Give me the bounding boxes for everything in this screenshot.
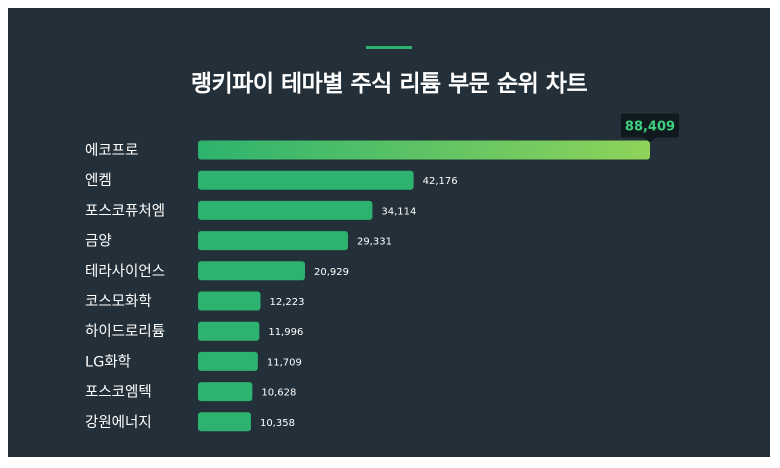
bar (198, 170, 414, 190)
category-label: 포스코퓨처엠 (85, 202, 165, 219)
bar-chart: 에코프로 88,409 엔켐 42,176 포스코퓨처엠 34,114 금양 29,331 테라… (85, 113, 679, 432)
title-accent-line (366, 46, 412, 49)
category-label: 포스코엠텍 (85, 384, 152, 401)
bars-layer: 에코프로 88,409 엔켐 42,176 포스코퓨처엠 34,114 금양 29,331 테라… (85, 113, 679, 432)
category-label: 에코프로 (85, 142, 138, 159)
value-label: 11,709 (267, 357, 302, 368)
value-label: 10,358 (260, 418, 295, 429)
category-label: 코스모화학 (85, 293, 152, 310)
category-label: 하이드로리튬 (85, 323, 165, 340)
category-label: 엔켐 (85, 172, 112, 189)
category-label: 테라사이언스 (85, 263, 165, 280)
chart-title: 랭키파이 테마별 주식 리튬 부문 순위 차트 (190, 71, 588, 97)
value-label: 10,628 (261, 388, 296, 399)
chart-frame: 랭키파이 테마별 주식 리튬 부문 순위 차트 에코프로 88,409 엔켐 42,1… (8, 8, 770, 457)
bar (198, 382, 253, 402)
bar (198, 351, 258, 371)
bar (198, 140, 650, 160)
bar (198, 261, 306, 281)
value-label: 29,331 (357, 237, 392, 248)
category-label: LG화학 (85, 353, 131, 370)
category-label: 강원에너지 (85, 414, 152, 431)
value-label: 34,114 (381, 206, 416, 217)
value-label: 42,176 (423, 176, 458, 187)
bar (198, 231, 348, 251)
bar (198, 321, 260, 341)
category-label: 금양 (85, 233, 112, 250)
bar (198, 200, 373, 220)
value-label: 12,223 (269, 297, 304, 308)
top-value-callout: 88,409 (621, 113, 679, 143)
value-label: 20,929 (314, 267, 349, 278)
bar (198, 291, 261, 311)
value-label: 11,996 (268, 327, 303, 338)
value-label: 88,409 (625, 120, 675, 135)
bar (198, 412, 251, 432)
